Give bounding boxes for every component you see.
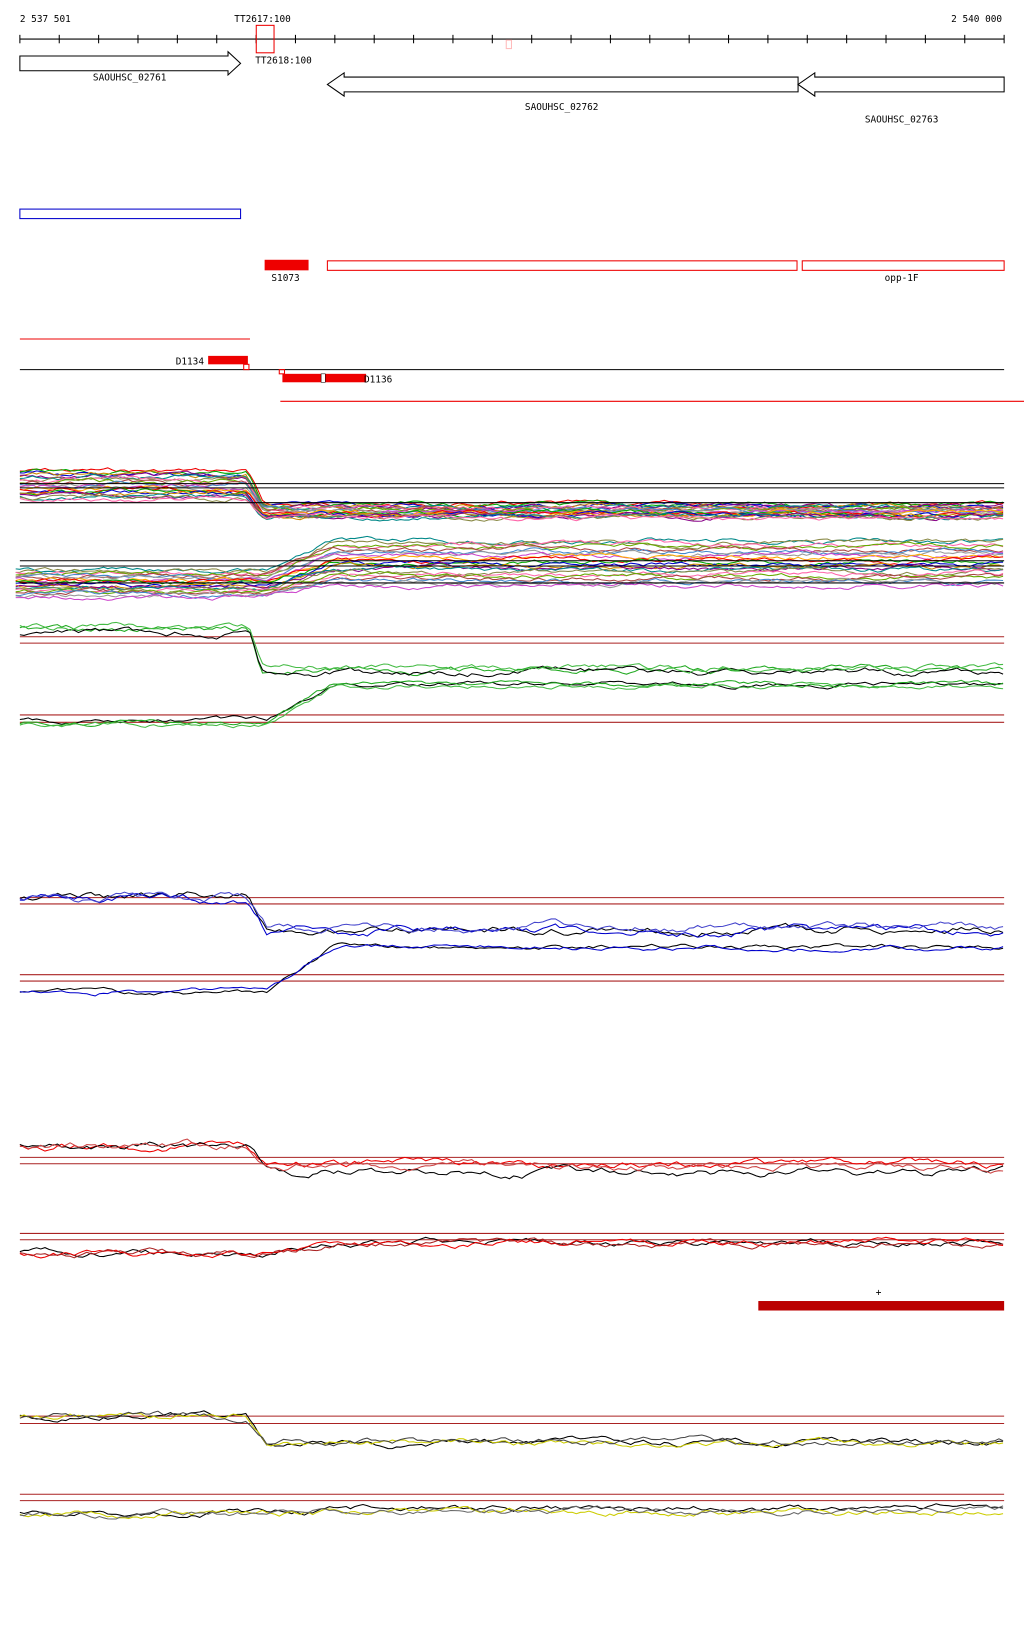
signal-line [19,493,1004,522]
ruler-start: 2 537 501 [20,14,71,25]
signal-line [19,486,1004,519]
ruler-end: 2 540 000 [951,14,1002,25]
deletion [278,369,286,375]
signal-line [19,477,1004,514]
signal-line [19,1412,1004,1448]
signal-line [15,564,1004,592]
signal-line [15,566,1004,595]
deletion [243,363,250,371]
ruler-ticks [19,34,1005,44]
feature-label: opp-1F [885,273,919,284]
feature-label: D1134 [176,356,205,367]
marker-label: TT2618:100 [255,55,312,66]
signal-line [19,943,1004,997]
signal-line [19,680,1004,725]
signal-line [19,1141,1004,1180]
signal-line [19,479,1004,515]
marker-box [255,24,275,54]
gene-label: SAOUHSC_02761 [93,72,167,83]
signal-line [19,893,1004,938]
signal-line [19,679,1004,727]
feature-box [264,259,309,271]
signal-line [19,1236,1004,1259]
signal-line [19,1505,1004,1520]
signal-line [19,1138,1004,1174]
feature-box [801,260,1005,271]
signal-line [19,624,1004,677]
marker-box [505,39,512,50]
signal-line [15,572,1004,596]
signal-line [19,621,1004,674]
deletion [320,373,326,383]
signal-line [15,548,1004,581]
signal-line [15,561,1004,590]
signal-line [15,538,1004,576]
signal-line [19,473,1004,512]
gene-label: SAOUHSC_02762 [525,102,599,113]
signal-line [15,582,1004,601]
signal-tracks [15,467,1005,1520]
marker-label: TT2617:100 [234,14,291,25]
feature-box [326,260,798,271]
signal-line [19,681,1004,729]
strand-label: + [876,1288,882,1299]
feature-label: S1073 [271,273,299,284]
signal-line [19,891,1004,934]
signal-line [19,1237,1004,1259]
signal-line [15,569,1004,595]
gene-arrow [326,71,799,98]
signal-line [19,470,1004,513]
signal-line [19,1140,1004,1169]
signal-line [19,891,1004,938]
strand-bar [758,1301,1005,1311]
feature-label: D1136 [364,374,393,385]
gene-label: SAOUHSC_02763 [865,114,939,125]
gene-arrow [797,71,1005,98]
signal-line [19,1503,1004,1519]
signal-line [15,577,1004,599]
signal-line [19,1505,1004,1520]
signal-line [19,626,1004,678]
deletion [208,355,248,365]
feature-box [19,208,242,220]
signal-line [19,1410,1004,1447]
signal-line [19,942,1004,996]
gene-arrow [19,50,242,77]
signal-line [19,495,1004,522]
